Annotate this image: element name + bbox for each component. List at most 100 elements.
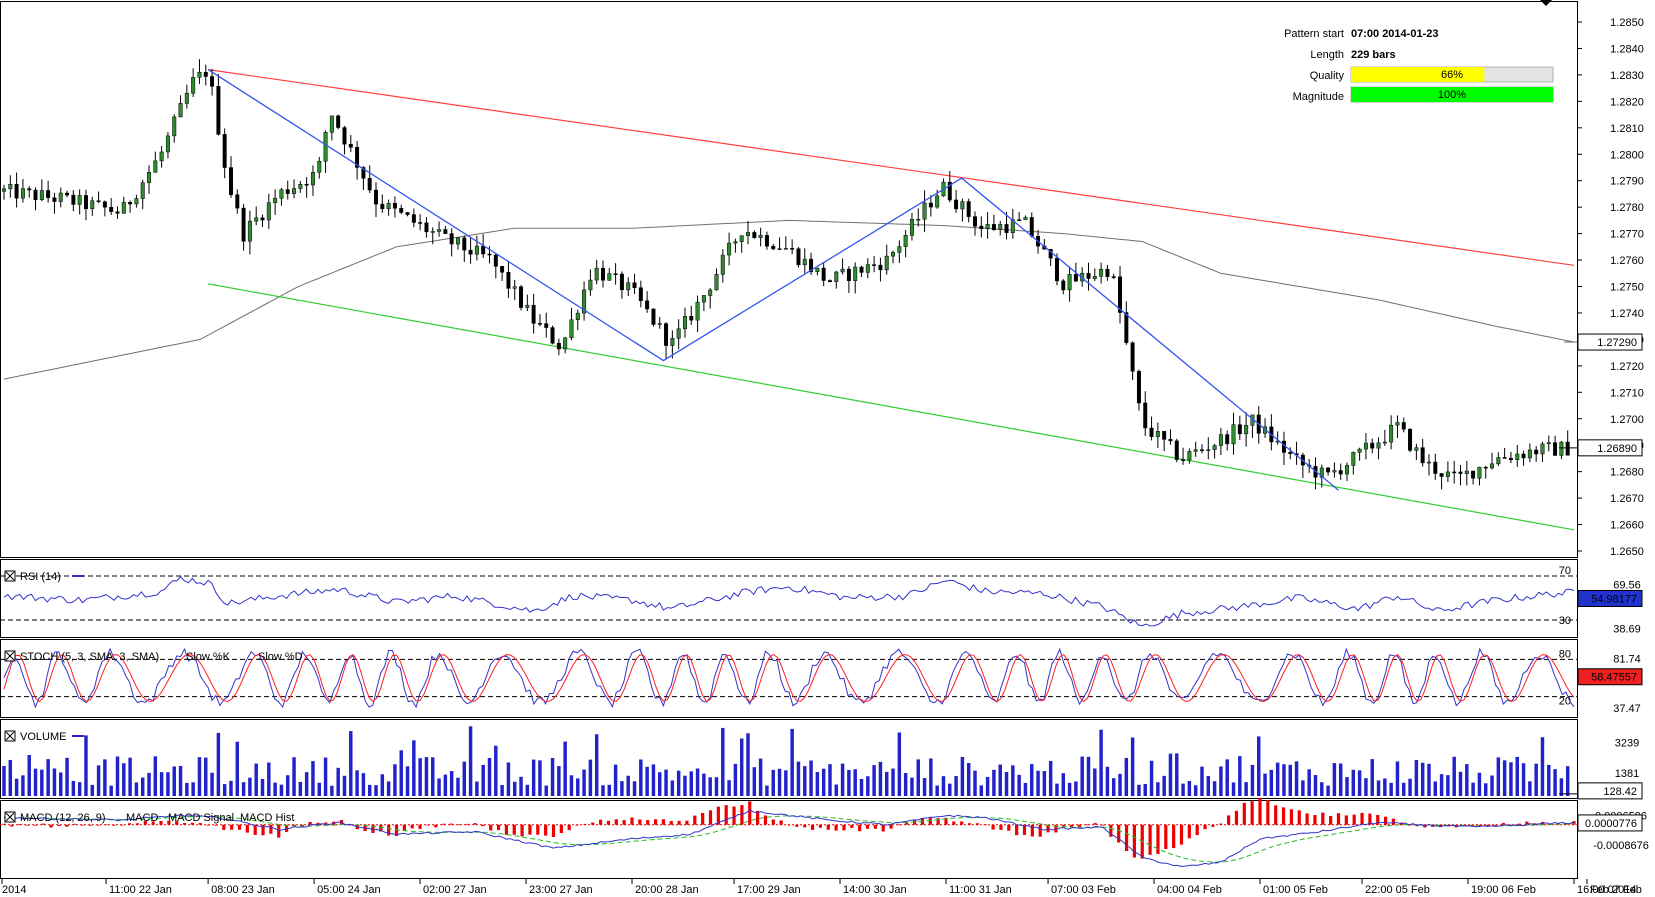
volume-bar (1338, 763, 1343, 796)
macd-hist-bar (638, 819, 642, 825)
macd-hist-bar (1077, 824, 1082, 828)
candle-body-up (1351, 452, 1356, 466)
macd-hist-bar (826, 824, 830, 830)
price-ytick-label: 1.2740 (1610, 308, 1644, 320)
candle (1294, 441, 1299, 465)
volume-bar (1269, 769, 1274, 796)
x-tick-label: 17:00 29 Jan (737, 884, 801, 896)
volume-bar (33, 768, 38, 796)
candle (569, 307, 574, 341)
volume-bar (1427, 763, 1431, 796)
x-tick-label: 19:00 06 Feb (1471, 884, 1536, 896)
volume-bar (613, 764, 618, 796)
candle-body-down (411, 214, 416, 223)
candle (292, 179, 297, 199)
candle (1174, 438, 1179, 463)
candle (664, 322, 669, 359)
candle (1004, 211, 1009, 240)
volume-bar (1534, 763, 1538, 796)
macd-hist-bar (473, 823, 477, 825)
macd-hist-bar (771, 819, 775, 825)
volume-bar (733, 763, 738, 796)
candle (317, 156, 322, 179)
candle-body-up (960, 201, 965, 210)
volume-bar (412, 740, 416, 796)
rsi-level-label: 70 (1559, 565, 1571, 577)
candle-body-down (1483, 466, 1488, 469)
candle-body-down (216, 86, 221, 135)
volume-bar (557, 766, 561, 796)
candle (323, 130, 328, 173)
volume-bar (929, 758, 933, 796)
macd-hist-bar (18, 824, 22, 825)
volume-bar (531, 759, 536, 796)
candle-body-up (165, 135, 170, 153)
candle-body-down (651, 308, 656, 325)
length-value: 229 bars (1351, 49, 1396, 61)
candle-body-up (1231, 424, 1236, 445)
candle (8, 175, 13, 198)
price-ytick-label: 1.2760 (1610, 255, 1644, 267)
volume-bar (1408, 778, 1412, 796)
candle (657, 317, 662, 329)
macd-hist-bar (1007, 824, 1011, 831)
rsi-level-label: 30 (1559, 615, 1571, 627)
candle-body-up (1445, 471, 1450, 477)
candle-body-up (1244, 424, 1249, 435)
volume-bar (336, 767, 340, 796)
macd-hist-bar (1266, 800, 1270, 825)
macd-hist-bar (905, 822, 909, 825)
candle (575, 309, 580, 331)
candle-body-up (701, 295, 706, 303)
x-tick-label: 20:00 28 Jan (635, 884, 699, 896)
candle-body-up (727, 242, 732, 256)
pattern-zigzag-line (207, 69, 1339, 491)
candle (361, 166, 366, 191)
support-trendline (207, 283, 1575, 531)
candle-body-up (695, 301, 700, 321)
candle (727, 232, 732, 266)
volume-bar (1383, 778, 1387, 796)
candle-body-down (973, 216, 977, 227)
candle-body-up (254, 217, 259, 222)
scroll-marker-icon[interactable] (1540, 0, 1552, 6)
volume-bar (1477, 772, 1482, 796)
candle (865, 258, 870, 279)
candle (260, 214, 265, 227)
volume-bar (311, 761, 315, 796)
candle-body-up (588, 279, 593, 291)
macd-hist-bar (1509, 824, 1513, 826)
macd-hist-bar (402, 824, 406, 831)
candle (1471, 470, 1476, 485)
volume-bar (1099, 729, 1103, 796)
volume-bar (859, 778, 864, 796)
candle (1395, 415, 1400, 438)
candle (1401, 417, 1406, 433)
volume-legend: VOLUME (4, 730, 84, 743)
volume-bar (115, 756, 120, 796)
volume-bar (229, 780, 233, 796)
candle-body-up (998, 224, 1003, 230)
ma-value-label-box (1577, 333, 1643, 351)
candle-body-up (329, 115, 334, 133)
x-tick-label: 02:00 27 Jan (423, 884, 487, 896)
macd-hist-bar (33, 824, 37, 826)
macd-hist-bar (787, 824, 791, 826)
candle (386, 199, 391, 216)
volume-bar (771, 769, 775, 796)
candle-body-up (153, 160, 158, 173)
candle-body-down (361, 167, 366, 179)
volume-bar (52, 768, 57, 796)
candle-body-down (1471, 470, 1476, 479)
macd-hist-bar (960, 821, 964, 825)
candle (329, 115, 334, 141)
volume-bar (1225, 759, 1229, 796)
volume-bar (342, 775, 347, 796)
candle (392, 196, 397, 218)
candle (1029, 212, 1034, 238)
candle-body-down (493, 254, 498, 267)
candle-body-down (790, 248, 795, 250)
magnitude-label: Magnitude (1293, 91, 1344, 103)
